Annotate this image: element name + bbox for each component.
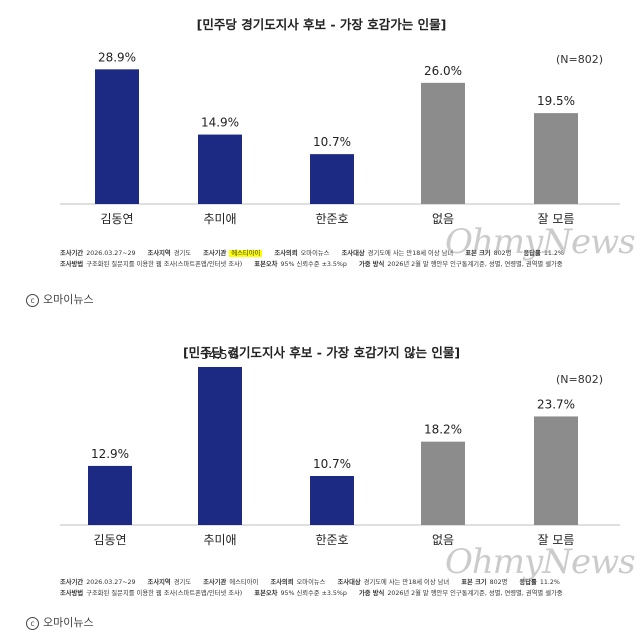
bar-value-label: 10.7% <box>313 457 351 471</box>
bar-value-label: 23.7% <box>537 397 575 411</box>
bar-1 <box>95 69 139 205</box>
category-label: 김동연 <box>93 533 126 547</box>
category-label: 잘 모름 <box>538 212 575 226</box>
category-label: 없음 <box>432 533 454 547</box>
bar-4 <box>421 82 465 204</box>
chart-title: [민주당 경기도지사 후보 - 가장 호감가는 인물] <box>196 17 447 32</box>
sample-size-note: (N=802) <box>555 373 603 386</box>
bar-value-label: 18.2% <box>424 423 462 437</box>
bar-value-label: 28.9% <box>98 50 136 64</box>
bar-chart-unfavorable: 12.9% 김동연 34.5% 추미애 10.7% 한준호 18.2% 없음 23.7% 잘 모름 <box>60 348 620 547</box>
bar-2 <box>198 366 242 525</box>
chart-title: [민주당 경기도지사 후보 - 가장 호감가지 않는 인물] <box>182 345 461 360</box>
bar-3 <box>310 154 354 204</box>
photo-credit: c 오마이뉴스 <box>26 614 94 630</box>
bar-value-label: 14.9% <box>201 116 239 130</box>
agency-highlight: 에스티아이 <box>229 250 263 257</box>
bar-4 <box>421 441 465 525</box>
chart-panel-1: [민주당 경기도지사 후보 - 가장 호감가는 인물] (N=802) 28.9… <box>0 0 643 316</box>
category-label: 잘 모름 <box>538 533 575 547</box>
bar-chart-favorable: 28.9% 김동연 14.9% 추미애 10.7% 한준호 26.0% 없음 19.5% 잘 모름 <box>60 50 620 226</box>
category-label: 한준호 <box>315 533 348 547</box>
bar-value-label: 12.9% <box>91 447 129 461</box>
bar-value-label: 10.7% <box>313 135 351 149</box>
bar-value-label: 19.5% <box>537 94 575 108</box>
copyright-icon: c <box>26 617 39 630</box>
category-label: 한준호 <box>315 212 348 226</box>
bar-5 <box>534 113 578 204</box>
photo-credit: c 오마이뉴스 <box>26 291 94 307</box>
bar-value-label: 34.5% <box>201 348 239 362</box>
bar-5 <box>534 416 578 525</box>
copyright-icon: c <box>26 294 39 307</box>
survey-meta: 조사기간 2026.03.27~29 조사지역 경기도 조사기관 에스티아이 조사의뢰… <box>60 250 564 268</box>
bar-2 <box>198 134 242 204</box>
category-label: 김동연 <box>100 212 133 226</box>
bar-value-label: 26.0% <box>424 64 462 78</box>
bar-3 <box>310 475 354 525</box>
category-label: 추미애 <box>203 212 236 226</box>
survey-meta: 조사기간 2026.03.27~29 조사지역 경기도 조사기관 에스티아이 조사의뢰… <box>60 579 563 597</box>
category-label: 없음 <box>432 212 454 226</box>
sample-size-note: (N=802) <box>555 53 603 66</box>
category-label: 추미애 <box>203 533 236 547</box>
bar-1 <box>88 465 132 525</box>
chart-panel-2: [민주당 경기도지사 후보 - 가장 호감가지 않는 인물] (N=802) 1… <box>0 320 643 636</box>
